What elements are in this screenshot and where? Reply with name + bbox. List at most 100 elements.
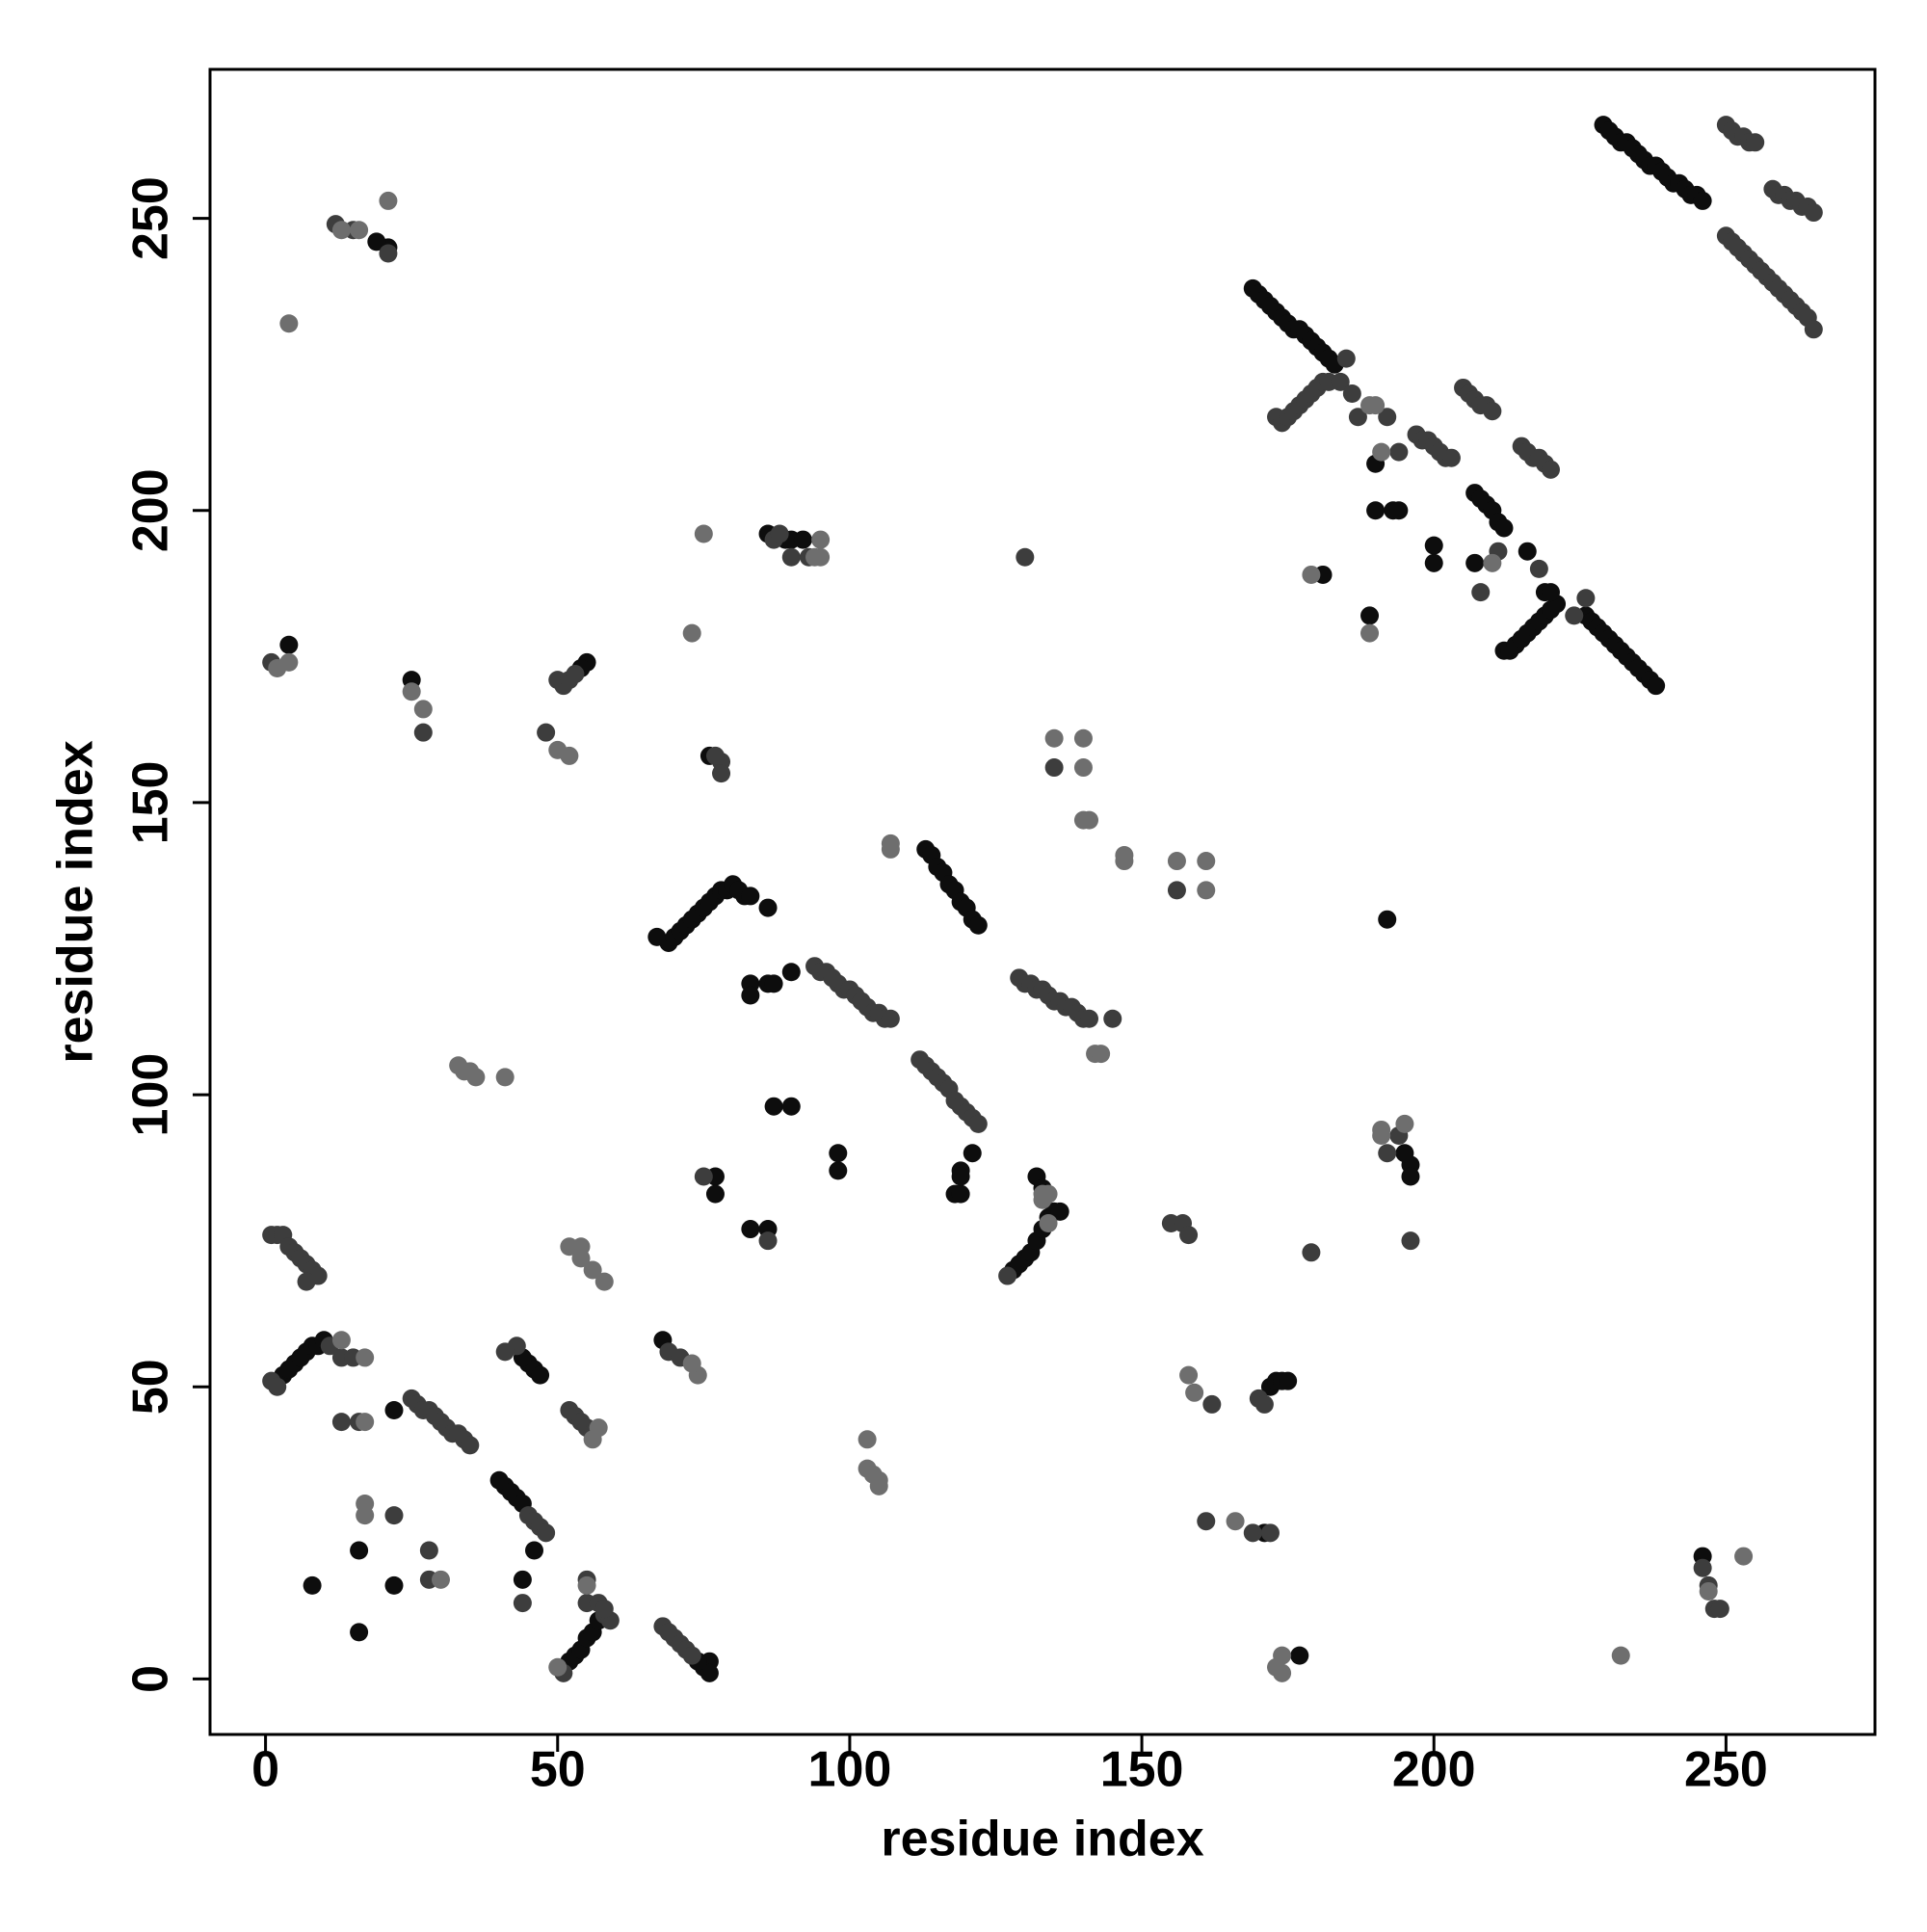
point [1541, 460, 1560, 479]
point [1693, 191, 1712, 210]
point [279, 314, 299, 333]
point [1378, 408, 1397, 427]
point [694, 1167, 713, 1186]
point [1565, 606, 1584, 625]
point [741, 986, 760, 1005]
point [1039, 1213, 1058, 1232]
point [356, 1348, 375, 1367]
point [350, 1623, 369, 1642]
point [1395, 1114, 1414, 1133]
point [1389, 501, 1409, 520]
point [1541, 583, 1560, 602]
point [1080, 810, 1099, 830]
point [279, 652, 299, 672]
point [682, 623, 701, 643]
point [1401, 1167, 1420, 1186]
point [764, 974, 783, 993]
point [1185, 1383, 1204, 1402]
point [1254, 1394, 1274, 1414]
point [781, 1097, 801, 1116]
point [1401, 1231, 1420, 1251]
point [770, 524, 789, 543]
point [594, 1272, 614, 1291]
point [356, 1413, 375, 1432]
point [758, 1231, 778, 1251]
point [1378, 910, 1397, 929]
point [1494, 518, 1514, 538]
point [963, 1144, 982, 1163]
point [1167, 881, 1186, 900]
point [968, 915, 988, 935]
y-axis-title: residue index [48, 740, 104, 1063]
point [379, 244, 398, 263]
point [764, 1097, 783, 1116]
point [594, 1600, 614, 1619]
point [705, 1184, 725, 1204]
point [1372, 442, 1391, 462]
point [461, 1436, 480, 1455]
point [268, 1377, 287, 1396]
point [379, 191, 398, 210]
point [712, 764, 731, 783]
point [367, 232, 386, 251]
point [1342, 384, 1361, 404]
point [1260, 1523, 1280, 1543]
point [1092, 1045, 1111, 1064]
point [1576, 589, 1596, 608]
point [1372, 1126, 1391, 1146]
point [1693, 1558, 1712, 1577]
x-axis-title: residue index [881, 1812, 1203, 1867]
x-tick-label: 200 [1392, 1742, 1476, 1798]
point [1044, 758, 1064, 778]
point [741, 887, 760, 906]
point [1179, 1365, 1199, 1385]
point [1348, 408, 1367, 427]
point [537, 1523, 556, 1543]
point [1424, 553, 1443, 572]
point [1647, 676, 1666, 696]
point [1331, 372, 1350, 391]
point [1389, 442, 1409, 462]
point [1073, 728, 1093, 748]
point [682, 1354, 701, 1373]
point [1290, 1646, 1309, 1665]
point [419, 1541, 438, 1560]
point [758, 898, 778, 917]
point [869, 1476, 888, 1495]
point [1202, 1394, 1222, 1414]
point [1360, 623, 1380, 643]
point [1366, 396, 1386, 415]
x-tick-label: 150 [1100, 1742, 1184, 1798]
point [1273, 1663, 1292, 1682]
point [811, 547, 831, 567]
point [531, 1365, 550, 1385]
point [356, 1506, 375, 1525]
point [705, 746, 725, 765]
point [548, 1657, 568, 1677]
point [1529, 559, 1548, 578]
point [495, 1342, 515, 1362]
point [811, 530, 831, 549]
y-tick-label: 50 [123, 1359, 179, 1415]
point [384, 1506, 404, 1525]
point [297, 1272, 316, 1291]
point [303, 1575, 322, 1595]
point [331, 1413, 351, 1432]
point [1471, 583, 1491, 602]
point [1518, 542, 1537, 561]
point [384, 1400, 404, 1419]
point [513, 1570, 532, 1589]
point [858, 1430, 877, 1449]
point [1279, 1371, 1298, 1390]
point [1302, 565, 1321, 584]
point [571, 1249, 591, 1268]
point [1424, 536, 1443, 555]
point [577, 1575, 596, 1595]
point [350, 221, 369, 240]
point [331, 1331, 351, 1350]
point [1197, 881, 1216, 900]
point [331, 221, 351, 240]
x-tick-label: 100 [808, 1742, 892, 1798]
point [1465, 553, 1485, 572]
